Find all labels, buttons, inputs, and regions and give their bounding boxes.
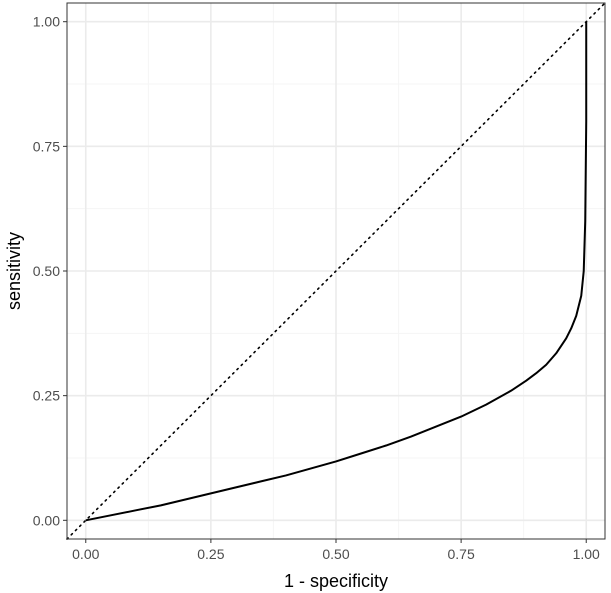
x-tick-label: 0.75 [447,546,474,562]
y-tick-label: 0.50 [33,263,60,279]
roc-series [85,21,588,522]
y-tick-label: 1.00 [33,14,60,30]
x-axis-ticks: 0.00 0.25 0.50 0.75 1.00 [72,539,600,562]
y-tick-label: 0.00 [33,512,60,528]
x-axis-title: 1 - specificity [284,571,388,591]
reference-line [66,2,606,540]
y-axis-title: sensitivity [4,232,24,310]
reference-diagonal [66,2,606,540]
x-tick-label: 0.25 [197,546,224,562]
y-axis-ticks: 0.00 0.25 0.50 0.75 1.00 [33,14,67,528]
y-tick-label: 0.75 [33,138,60,154]
roc-curve-line [85,21,588,522]
x-tick-label: 0.50 [322,546,349,562]
y-tick-label: 0.25 [33,388,60,404]
x-tick-label: 0.00 [72,546,99,562]
x-tick-label: 1.00 [573,546,600,562]
